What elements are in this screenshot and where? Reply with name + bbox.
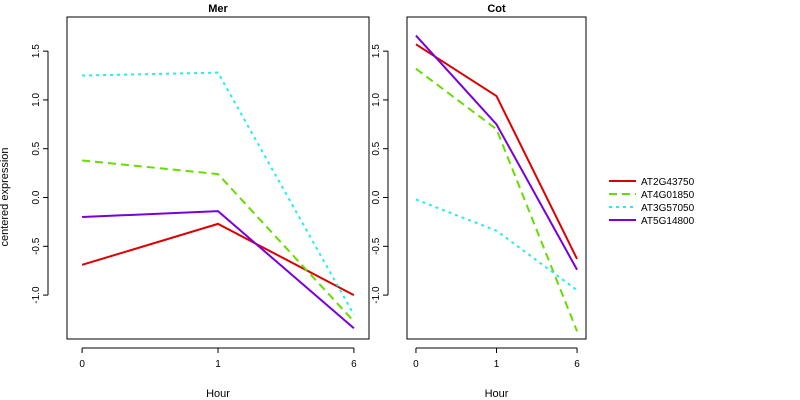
- y-tick-label: 0.0: [31, 190, 42, 204]
- legend-label-at4g01850: AT4G01850: [641, 190, 695, 201]
- x-axis-label: Hour: [485, 388, 509, 400]
- series-line-at3g57050: [82, 71, 355, 316]
- y-tick-label: -0.5: [31, 237, 42, 255]
- x-tick-label: 0: [79, 359, 85, 370]
- series-line-at5g14800: [82, 210, 355, 330]
- x-tick-label: 1: [494, 359, 500, 370]
- y-axis-label: centered expression: [0, 147, 11, 246]
- y-tick-label: 0.0: [371, 190, 382, 204]
- series-line-at2g43750: [81, 222, 355, 296]
- legend-label-at3g57050: AT3G57050: [641, 203, 695, 214]
- legend-label-at5g14800: AT5G14800: [641, 216, 695, 227]
- plot-frame-mer: [66, 16, 370, 340]
- y-tick-label: -1.0: [31, 286, 42, 304]
- panel-title-cot: Cot: [487, 3, 506, 15]
- series-line-at2g43750: [415, 43, 578, 260]
- x-axis-label: Hour: [206, 388, 230, 400]
- x-tick-label: 0: [413, 359, 419, 370]
- y-tick-label: 0.5: [371, 141, 382, 155]
- legend-label-at2g43750: AT2G43750: [641, 177, 695, 188]
- y-tick-label: 1.0: [31, 93, 42, 107]
- series-line-at3g57050: [415, 198, 578, 292]
- x-tick-label: 6: [574, 359, 580, 370]
- x-tick-label: 6: [351, 359, 357, 370]
- plot-frame-cot: [406, 16, 587, 340]
- y-tick-label: -1.0: [371, 286, 382, 304]
- series-line-at4g01850: [415, 67, 578, 332]
- panel-title-mer: Mer: [208, 3, 228, 15]
- y-tick-label: 1.0: [371, 93, 382, 107]
- series-line-at4g01850: [81, 159, 355, 323]
- x-tick-label: 1: [215, 359, 221, 370]
- y-tick-label: 0.5: [31, 141, 42, 155]
- y-tick-label: 1.5: [371, 44, 382, 58]
- series-line-at5g14800: [415, 34, 578, 271]
- y-tick-label: 1.5: [31, 44, 42, 58]
- y-tick-label: -0.5: [371, 237, 382, 255]
